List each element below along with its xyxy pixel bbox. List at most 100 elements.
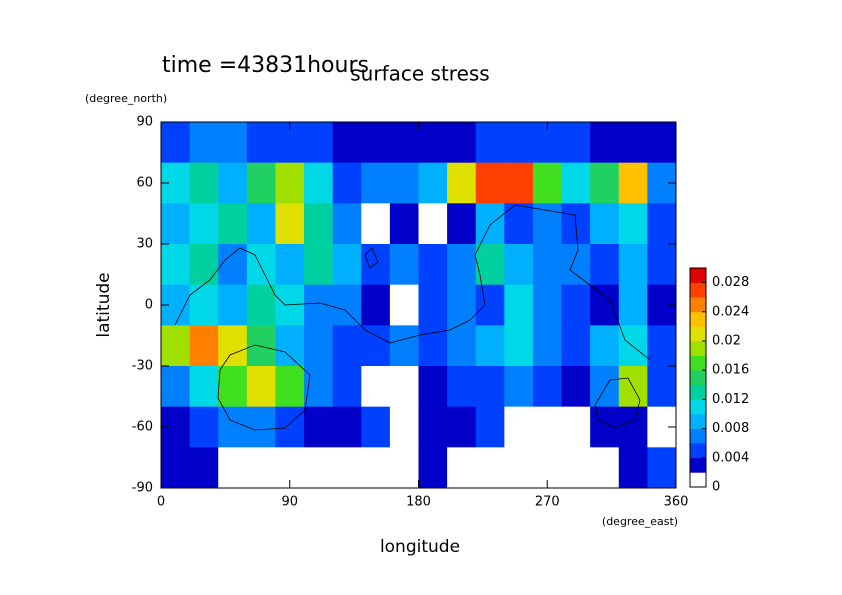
- cell: [304, 406, 334, 448]
- cell: [189, 284, 219, 326]
- x-tick-label: 90: [281, 495, 298, 510]
- cell: [246, 366, 276, 408]
- cell: [304, 244, 334, 286]
- cell: [418, 122, 448, 164]
- cell: [561, 284, 591, 326]
- cell: [246, 162, 276, 204]
- colorbar-segment: [690, 268, 706, 283]
- colorbar-tick-label: 0.004: [712, 450, 749, 465]
- colorbar-segment: [690, 457, 706, 473]
- colorbar-tick-label: 0.024: [712, 304, 749, 319]
- cell: [532, 366, 563, 408]
- cell: [475, 122, 505, 164]
- coastline: [594, 377, 641, 429]
- y-tick-label: 60: [136, 176, 153, 191]
- cell: [447, 122, 477, 164]
- x-axis-label: longitude: [380, 537, 460, 557]
- cell: [218, 122, 248, 164]
- cell: [389, 366, 419, 408]
- cell: [161, 244, 191, 286]
- chart-title: surface stress: [350, 62, 489, 86]
- x-tick-label: 360: [664, 495, 689, 510]
- cell: [618, 366, 648, 408]
- cell: [647, 366, 677, 408]
- cell: [590, 162, 620, 204]
- cell: [618, 284, 648, 326]
- cell: [504, 325, 534, 367]
- cell: [361, 162, 391, 204]
- colorbar-tick-label: 0: [712, 480, 720, 495]
- cell: [561, 366, 591, 408]
- cell: [418, 366, 448, 408]
- cell: [275, 366, 305, 408]
- cell: [275, 244, 305, 286]
- cell: [361, 284, 391, 326]
- cell: [504, 203, 534, 245]
- cell: [561, 122, 591, 164]
- x-unit: (degree_east): [602, 515, 678, 528]
- cell: [618, 162, 648, 204]
- field: [161, 122, 677, 489]
- cell: [532, 325, 563, 367]
- coastlines: [174, 204, 651, 431]
- cell: [618, 244, 648, 286]
- cell: [590, 366, 620, 408]
- cell: [246, 284, 276, 326]
- colorbar-tick-label: 0.012: [712, 392, 749, 407]
- cell: [590, 284, 620, 326]
- cell: [218, 284, 248, 326]
- cell: [561, 406, 591, 448]
- cell: [590, 244, 620, 286]
- cell: [418, 244, 448, 286]
- cell: [275, 325, 305, 367]
- cell: [475, 406, 505, 448]
- cell: [332, 162, 362, 204]
- subtitle: time =43831hours: [162, 53, 369, 78]
- cell: [532, 244, 563, 286]
- cell: [218, 406, 248, 448]
- cell: [361, 366, 391, 408]
- cell: [332, 284, 362, 326]
- cell: [332, 447, 362, 489]
- cell: [561, 447, 591, 489]
- cell: [332, 244, 362, 286]
- cell: [590, 122, 620, 164]
- y-unit: (degree_north): [85, 92, 167, 105]
- cell: [246, 244, 276, 286]
- cell: [647, 122, 677, 164]
- cell: [447, 244, 477, 286]
- cell: [618, 447, 648, 489]
- cell: [218, 203, 248, 245]
- cell: [189, 244, 219, 286]
- colorbar-segment: [690, 384, 706, 400]
- colorbar-segment: [690, 326, 706, 342]
- cell: [246, 406, 276, 448]
- cell: [532, 406, 563, 448]
- cell: [361, 244, 391, 286]
- cell: [475, 162, 505, 204]
- y-tick-label: -60: [132, 420, 153, 435]
- cell: [447, 284, 477, 326]
- cell: [389, 325, 419, 367]
- cell: [332, 203, 362, 245]
- colorbar-tick-label: 0.008: [712, 421, 749, 436]
- cell: [447, 406, 477, 448]
- cell: [647, 203, 677, 245]
- cell: [304, 325, 334, 367]
- cell: [304, 447, 334, 489]
- coastline: [364, 247, 379, 269]
- cell: [618, 325, 648, 367]
- cell: [389, 162, 419, 204]
- cell: [275, 406, 305, 448]
- cell: [189, 122, 219, 164]
- cell: [218, 325, 248, 367]
- cell: [418, 203, 448, 245]
- cell: [218, 244, 248, 286]
- cell: [389, 447, 419, 489]
- y-tick-label: -90: [132, 481, 153, 496]
- cell: [532, 162, 563, 204]
- cell: [389, 284, 419, 326]
- cell: [246, 325, 276, 367]
- cell: [246, 447, 276, 489]
- cell: [475, 325, 505, 367]
